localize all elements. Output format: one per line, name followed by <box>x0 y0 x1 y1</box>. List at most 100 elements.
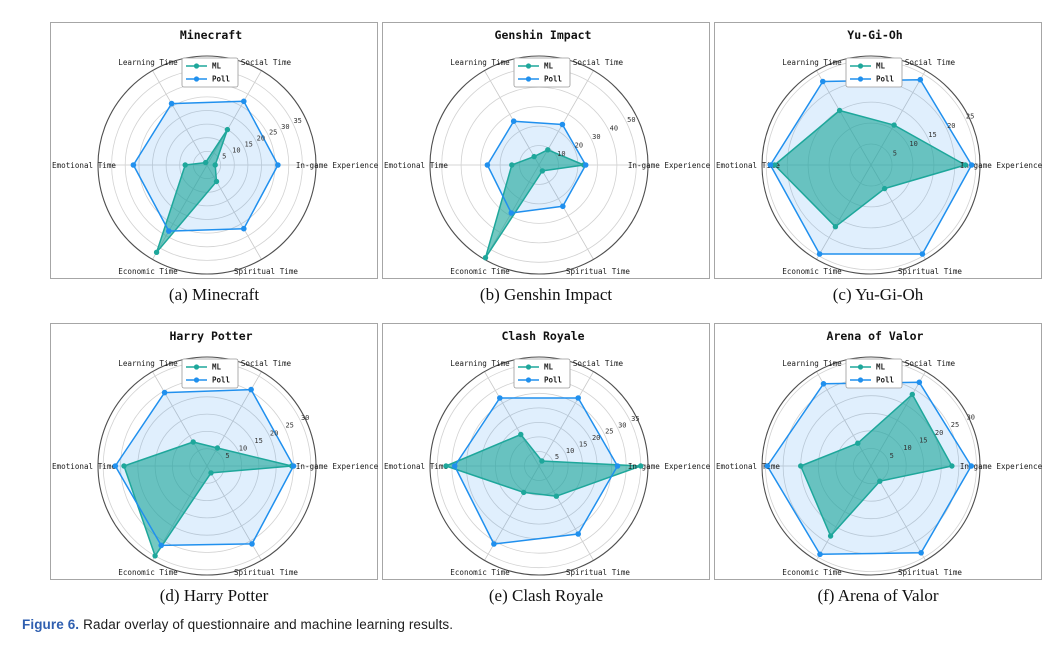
ml-data-point <box>202 159 209 166</box>
axis-label-in-game-experience: In-game Experience <box>960 462 1043 471</box>
radial-tick-label: 20 <box>270 429 278 437</box>
poll-data-point <box>767 162 774 168</box>
legend: ML Poll <box>513 57 571 88</box>
poll-data-point <box>497 395 503 401</box>
poll-data-point <box>968 162 975 168</box>
ml-data-point <box>891 122 897 128</box>
ml-series-fill <box>774 110 966 227</box>
poll-data-point <box>817 551 823 558</box>
ml-data-point <box>214 445 221 451</box>
legend-label-poll: Poll <box>544 75 562 84</box>
ml-data-point <box>521 489 527 496</box>
legend-poll-marker-icon <box>193 377 200 383</box>
poll-data-point <box>241 98 247 105</box>
radial-tick-label: 30 <box>301 414 309 422</box>
radar-panel-harry-potter: 5 10 15 20 25 30 In-game Experience Social Time… <box>50 323 379 580</box>
ml-series-fill <box>156 129 228 253</box>
axis-label-in-game-experience: In-game Experience <box>628 462 711 471</box>
poll-data-point <box>508 210 515 216</box>
radial-tick-label: 30 <box>592 133 600 141</box>
legend-ml-marker-icon <box>857 364 864 370</box>
poll-data-point <box>275 162 281 168</box>
ml-data-point <box>798 463 804 469</box>
axis-label-learning-time: Learning Time <box>118 359 178 368</box>
legend-poll-marker-icon <box>857 377 864 383</box>
radial-tick-label: 25 <box>605 428 613 436</box>
axis-label-emotional-time: Emotional Time <box>384 161 448 170</box>
radial-tick-label: 15 <box>579 441 587 449</box>
ml-data-point <box>212 162 218 168</box>
chart-title: Arena of Valor <box>827 329 924 343</box>
ml-data-point <box>539 458 545 464</box>
figure-cell-clash-royale: 5 10 15 20 25 30 35 In-game Experience Social Ti… <box>382 323 711 607</box>
axis-label-social-time: Social Time <box>241 359 292 368</box>
radial-tick-label: 5 <box>225 452 229 460</box>
ml-data-point <box>949 463 955 469</box>
legend-ml-marker-icon <box>193 63 200 69</box>
ml-data-point <box>182 162 188 168</box>
radial-tick-label: 5 <box>890 452 894 460</box>
radial-tick-label: 5 <box>893 149 897 157</box>
ml-series-fill <box>124 442 292 556</box>
charts-grid: 5 10 15 20 25 30 35 In-game Experience Social Ti… <box>50 22 1060 607</box>
poll-data-point <box>290 463 297 469</box>
legend-label-poll: Poll <box>876 376 894 385</box>
radial-tick-label: 20 <box>935 429 943 437</box>
radar-panel-genshin-impact: 10 20 30 40 50 In-game Experience Social Time L… <box>382 22 711 279</box>
ml-series-fill <box>485 149 584 258</box>
axis-label-learning-time: Learning Time <box>450 58 510 67</box>
axis-label-learning-time: Learning Time <box>118 58 178 67</box>
legend-poll-marker-icon <box>525 76 532 82</box>
radial-tick-label: 20 <box>257 135 265 143</box>
ml-data-point <box>962 162 968 168</box>
legend-poll-marker-icon <box>525 377 532 383</box>
axis-label-emotional-time: Emotional Time <box>384 462 448 471</box>
axis-label-learning-time: Learning Time <box>450 359 510 368</box>
legend-label-poll: Poll <box>876 75 894 84</box>
radar-chart-arena-of-valor: 5 10 15 20 25 30 In-game Experience Social Time… <box>716 329 1043 577</box>
poll-data-point <box>918 550 924 556</box>
legend-label-ml: ML <box>876 363 886 372</box>
figure-caption-text: Radar overlay of questionnaire and machi… <box>83 617 454 632</box>
legend-ml-marker-icon <box>525 364 532 370</box>
radar-panel-arena-of-valor: 5 10 15 20 25 30 In-game Experience Social Time… <box>714 323 1043 580</box>
figure-cell-arena-of-valor: 5 10 15 20 25 30 In-game Experience Social Time… <box>714 323 1043 607</box>
poll-data-point <box>559 121 566 128</box>
axis-spoke <box>538 164 594 260</box>
axis-label-economic-time: Economic Time <box>782 568 842 577</box>
chart-subcaption: (a) Minecraft <box>168 285 260 304</box>
grid-ring <box>480 106 598 224</box>
axis-label-in-game-experience: In-game Experience <box>960 161 1043 170</box>
axis-spoke <box>538 371 594 467</box>
radial-tick-label: 10 <box>903 444 911 452</box>
poll-data-point <box>451 463 458 469</box>
radial-tick-label: 25 <box>285 422 293 430</box>
axis-label-social-time: Social Time <box>905 359 956 368</box>
ml-data-point <box>443 463 449 469</box>
radar-panel-yu-gi-oh: 5 10 15 20 25 In-game Experience Social Time Le… <box>714 22 1043 279</box>
radar-panel-clash-royale: 5 10 15 20 25 30 35 In-game Experience Social Ti… <box>382 323 711 580</box>
legend-label-ml: ML <box>544 363 554 372</box>
legend: ML Poll <box>845 57 903 88</box>
legend: ML Poll <box>181 358 239 389</box>
ml-data-point <box>190 439 196 445</box>
axis-spoke <box>484 70 540 166</box>
axis-label-economic-time: Economic Time <box>118 568 178 577</box>
radial-tick-label: 5 <box>555 453 559 461</box>
poll-data-point <box>484 162 491 168</box>
figure-cell-harry-potter: 5 10 15 20 25 30 In-game Experience Social Time… <box>50 323 379 607</box>
axis-label-emotional-time: Emotional Time <box>716 161 780 170</box>
figure-6: 5 10 15 20 25 30 35 In-game Experience Social Ti… <box>0 22 1060 632</box>
ml-data-point <box>638 463 644 469</box>
radar-chart-harry-potter: 5 10 15 20 25 30 In-game Experience Social Time… <box>52 329 379 577</box>
radial-tick-label: 15 <box>928 131 936 139</box>
radial-tick-label: 30 <box>281 123 289 131</box>
ml-data-point <box>121 463 127 469</box>
axis-label-emotional-time: Emotional Time <box>716 462 780 471</box>
poll-data-point <box>158 542 164 549</box>
chart-subcaption: (c) Yu-Gi-Oh <box>832 285 924 304</box>
radial-tick-label: 5 <box>222 153 226 161</box>
radial-tick-label: 10 <box>566 447 574 455</box>
ml-data-point <box>539 168 546 174</box>
chart-title: Harry Potter <box>169 329 252 343</box>
